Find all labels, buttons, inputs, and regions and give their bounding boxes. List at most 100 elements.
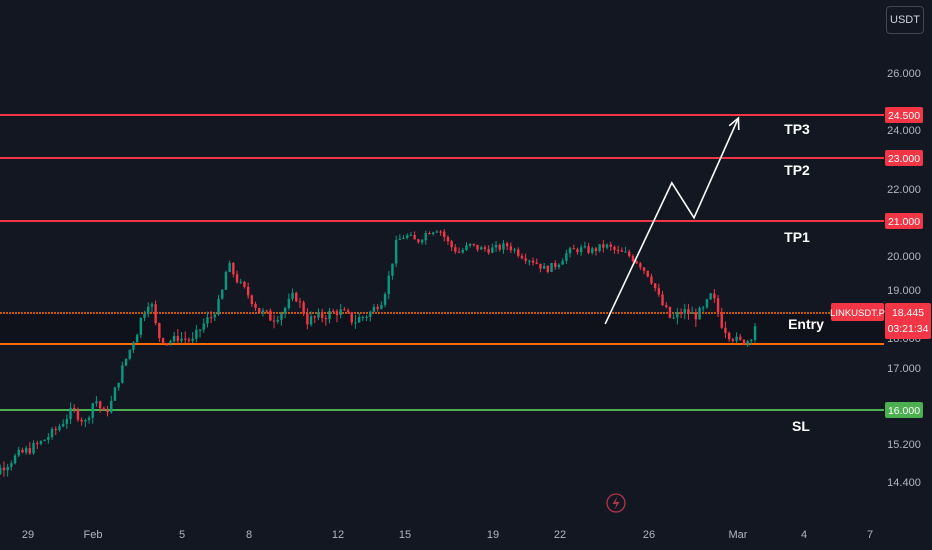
candle	[69, 407, 72, 419]
candle	[505, 243, 509, 247]
time-tick-label: 19	[487, 529, 499, 541]
candle	[21, 449, 24, 453]
candle	[539, 263, 542, 269]
price-level-tag	[885, 107, 923, 123]
candle	[243, 281, 246, 287]
candle	[110, 400, 113, 413]
candle	[113, 387, 117, 401]
candle	[147, 306, 150, 314]
candle	[250, 295, 254, 305]
candle	[320, 311, 324, 318]
candle	[694, 312, 698, 320]
candle	[598, 244, 601, 252]
candle	[494, 244, 498, 248]
candle	[554, 262, 557, 268]
candle	[498, 244, 501, 250]
arrow-head	[728, 116, 740, 131]
projection-line	[604, 117, 740, 325]
candle	[387, 275, 390, 294]
candle	[232, 262, 235, 275]
candle	[557, 264, 561, 268]
time-tick-label: 29	[22, 529, 34, 541]
candle	[642, 267, 646, 271]
candle	[254, 304, 257, 309]
candle	[39, 441, 43, 444]
symbol-label: LINKUSDT.P	[830, 308, 885, 319]
candle	[672, 317, 675, 319]
time-tick-label: Feb	[84, 529, 103, 541]
candle	[583, 246, 587, 248]
candle	[361, 316, 365, 318]
candle	[513, 249, 516, 251]
price-level-label: 24.500	[888, 110, 920, 122]
symbol-tag	[831, 303, 884, 321]
candle	[616, 249, 620, 251]
zone-label-tp1: TP1	[784, 229, 810, 245]
candle	[302, 302, 305, 314]
candle	[13, 455, 17, 464]
candle	[95, 401, 98, 404]
candle	[483, 247, 487, 250]
candle	[202, 323, 205, 330]
candle	[221, 289, 224, 299]
candle	[191, 338, 194, 341]
lightning-icon[interactable]	[606, 493, 626, 513]
candle	[6, 466, 9, 471]
price-tick-label: 24.000	[887, 125, 921, 137]
time-axis[interactable]: 29 Feb 5 8 12 15 19 22 26 Mar 4 7	[22, 529, 873, 541]
candle	[579, 247, 583, 253]
candle	[313, 316, 316, 318]
candle	[139, 317, 143, 335]
candle	[417, 239, 420, 243]
candle	[17, 449, 20, 456]
candle	[646, 270, 649, 277]
price-tick-label: 20.000	[887, 251, 921, 263]
candle	[568, 248, 572, 254]
candle	[239, 281, 242, 283]
price-tick-label: 15.200	[887, 439, 921, 451]
candle	[602, 244, 605, 248]
candle	[398, 238, 402, 240]
candle	[235, 274, 239, 283]
candle	[317, 311, 320, 318]
time-tick-label: Mar	[729, 529, 748, 541]
candle	[47, 437, 50, 440]
candle	[280, 313, 283, 320]
candle	[702, 307, 705, 309]
candle	[380, 304, 383, 309]
time-tick-label: 8	[246, 529, 252, 541]
candle	[357, 317, 361, 323]
candle	[720, 312, 723, 328]
currency-button[interactable]: USDT	[886, 6, 924, 34]
price-level-label: 21.000	[888, 216, 920, 228]
candle	[631, 255, 635, 262]
candle	[165, 343, 168, 345]
candle	[298, 301, 302, 303]
candle	[716, 298, 720, 313]
candle	[613, 246, 616, 250]
candle	[32, 443, 35, 454]
candle	[121, 365, 124, 383]
candle	[54, 428, 57, 431]
candle	[328, 310, 331, 320]
candle	[73, 407, 76, 410]
candle	[258, 308, 261, 313]
candle	[439, 231, 442, 233]
price-axis[interactable]: 26.00024.00022.00020.00019.00018.00017.0…	[830, 68, 931, 489]
candle	[306, 313, 309, 325]
candle	[524, 258, 527, 261]
candle	[520, 255, 524, 259]
candle	[713, 293, 716, 299]
price-tick-label: 17.000	[887, 363, 921, 375]
candle	[735, 336, 738, 341]
candle	[676, 312, 679, 318]
candle	[187, 339, 191, 341]
candle	[468, 243, 472, 246]
candle	[209, 317, 213, 319]
candle	[690, 312, 694, 314]
candle	[0, 467, 2, 474]
candle	[106, 410, 109, 413]
projection-path	[604, 116, 740, 325]
candle	[683, 309, 686, 314]
